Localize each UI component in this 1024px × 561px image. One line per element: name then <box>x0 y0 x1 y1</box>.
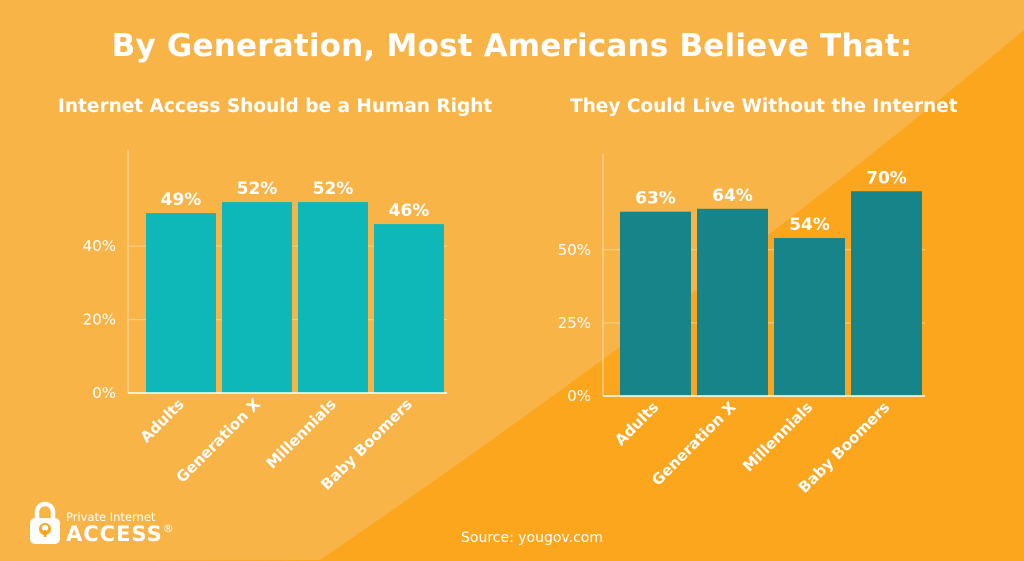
data-label: 63% <box>635 189 676 209</box>
y-tick-label: 25% <box>558 314 591 332</box>
data-label: 52% <box>313 179 354 199</box>
data-label: 64% <box>712 186 753 206</box>
bar <box>774 238 845 396</box>
bar <box>620 211 691 396</box>
bar <box>222 202 292 393</box>
y-tick-label: 0% <box>567 387 591 405</box>
bar <box>146 213 216 393</box>
registered-mark: ® <box>162 522 175 535</box>
data-label: 54% <box>789 215 830 235</box>
left-chart-title: Internet Access Should be a Human Right <box>58 96 493 117</box>
bar <box>374 224 444 393</box>
category-label: Millennials <box>739 398 816 475</box>
bar <box>851 191 922 396</box>
logo-text-main: ACCESS® <box>66 522 175 546</box>
data-label: 46% <box>389 201 430 221</box>
data-label: 49% <box>161 190 202 210</box>
right-chart-title: They Could Live Without the Internet <box>570 96 958 117</box>
bar <box>298 202 368 393</box>
category-label: Adults <box>611 398 662 449</box>
y-tick-label: 0% <box>92 384 116 402</box>
category-label: Generation X <box>648 398 739 489</box>
bar <box>697 208 768 396</box>
main-title: By Generation, Most Americans Believe Th… <box>111 28 913 64</box>
y-tick-label: 20% <box>83 311 116 329</box>
logo-text-top: Private Internet <box>66 510 156 524</box>
source-note: Source: yougov.com <box>461 530 603 546</box>
data-label: 52% <box>237 179 278 199</box>
logo-wordmark: ACCESS <box>66 522 163 546</box>
y-tick-label: 40% <box>83 237 116 255</box>
y-tick-label: 50% <box>558 241 591 259</box>
padlock-logo-icon <box>30 501 60 544</box>
data-label: 70% <box>866 168 907 188</box>
